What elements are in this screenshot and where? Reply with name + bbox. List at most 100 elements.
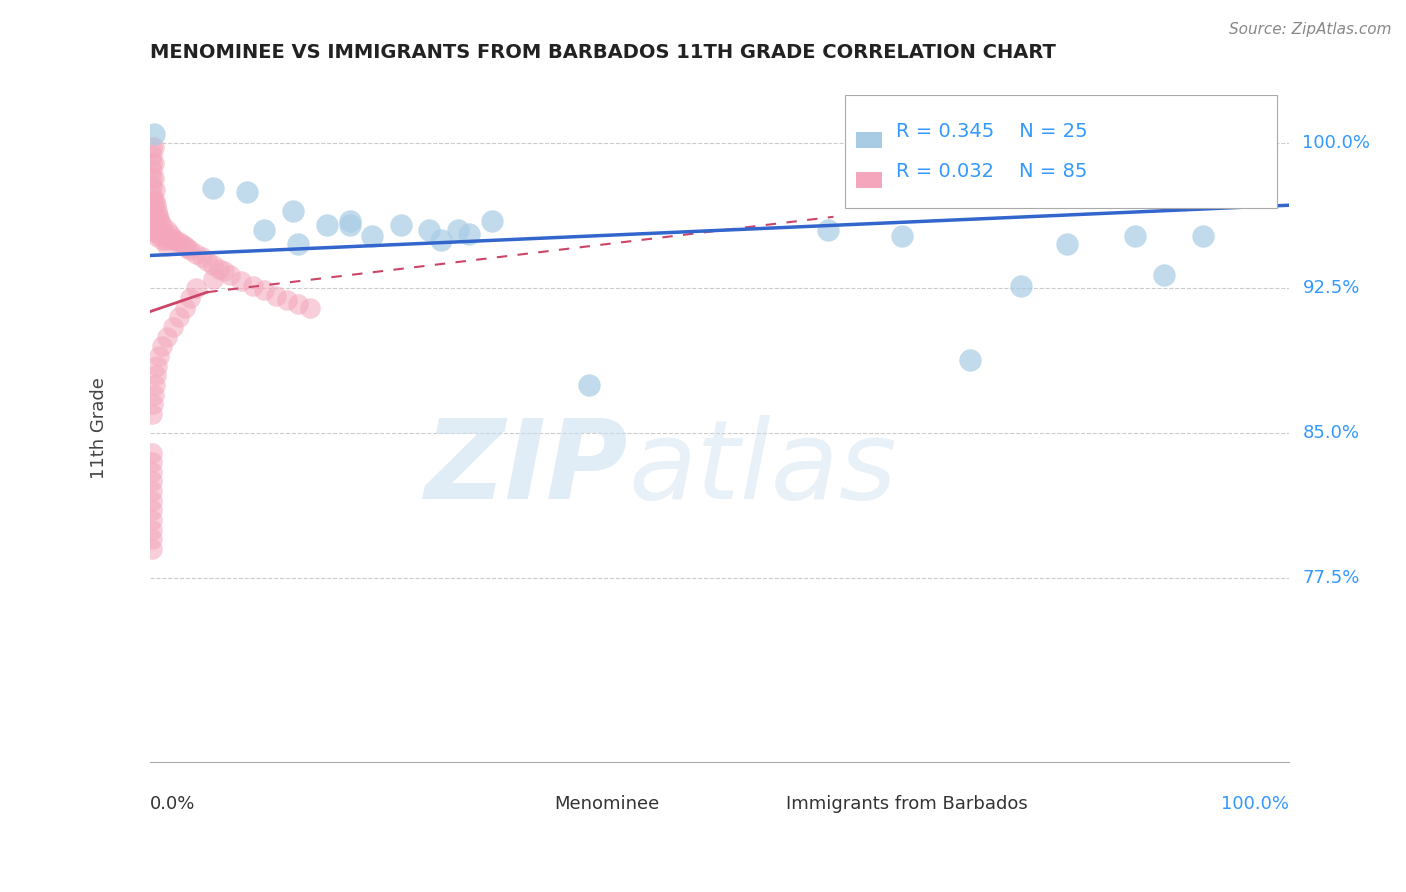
Point bbox=[142, 387, 165, 401]
Point bbox=[141, 445, 163, 459]
Point bbox=[458, 227, 481, 242]
Point bbox=[959, 352, 981, 367]
Point bbox=[287, 236, 309, 251]
Point bbox=[141, 178, 163, 193]
Point bbox=[287, 297, 309, 311]
Point bbox=[141, 407, 163, 421]
Point bbox=[143, 210, 166, 224]
Text: 85.0%: 85.0% bbox=[1302, 425, 1360, 442]
Point bbox=[141, 140, 163, 154]
Point bbox=[156, 223, 179, 237]
Text: MENOMINEE VS IMMIGRANTS FROM BARBADOS 11TH GRADE CORRELATION CHART: MENOMINEE VS IMMIGRANTS FROM BARBADOS 11… bbox=[150, 43, 1056, 62]
Point bbox=[142, 397, 165, 411]
Point bbox=[184, 281, 207, 295]
Point bbox=[142, 140, 165, 154]
Point bbox=[146, 204, 169, 219]
Point bbox=[145, 198, 167, 212]
Point bbox=[143, 194, 166, 209]
Point bbox=[264, 289, 287, 303]
Point bbox=[142, 155, 165, 169]
Point bbox=[195, 254, 218, 268]
Point bbox=[145, 229, 167, 244]
Point bbox=[176, 241, 198, 255]
Point bbox=[253, 283, 276, 297]
Point bbox=[148, 223, 170, 237]
Point bbox=[141, 155, 163, 169]
Point bbox=[146, 359, 169, 373]
Point bbox=[143, 225, 166, 239]
Point bbox=[190, 251, 212, 265]
Point bbox=[201, 181, 224, 195]
Point bbox=[145, 213, 167, 227]
Text: Menominee: Menominee bbox=[554, 796, 659, 814]
Point bbox=[339, 218, 361, 232]
Point bbox=[142, 127, 165, 141]
Point bbox=[242, 279, 264, 293]
Text: 77.5%: 77.5% bbox=[1302, 569, 1360, 587]
Point bbox=[150, 219, 173, 234]
Point bbox=[150, 233, 173, 247]
FancyBboxPatch shape bbox=[845, 95, 1278, 209]
Point bbox=[298, 301, 321, 315]
Point bbox=[141, 455, 163, 469]
Point bbox=[141, 465, 163, 479]
Point bbox=[1010, 279, 1032, 293]
Bar bbox=[748, 797, 776, 812]
Point bbox=[156, 239, 179, 253]
Point bbox=[890, 229, 912, 244]
Text: R = 0.345    N = 25: R = 0.345 N = 25 bbox=[896, 122, 1088, 141]
Point bbox=[141, 484, 163, 499]
Point bbox=[389, 218, 412, 232]
Text: Immigrants from Barbados: Immigrants from Barbados bbox=[786, 796, 1028, 814]
Point bbox=[153, 229, 176, 244]
Point bbox=[141, 186, 163, 201]
Point bbox=[201, 271, 224, 285]
Point bbox=[142, 210, 165, 224]
Point bbox=[141, 503, 163, 517]
Point bbox=[142, 202, 165, 216]
Point bbox=[162, 320, 184, 334]
Point bbox=[179, 243, 201, 257]
Point bbox=[141, 542, 163, 557]
Point bbox=[143, 183, 166, 197]
Point bbox=[152, 225, 174, 239]
Point bbox=[1056, 236, 1078, 251]
Point bbox=[236, 185, 259, 199]
Point bbox=[172, 236, 194, 251]
Point bbox=[165, 233, 187, 247]
Point bbox=[141, 523, 163, 537]
Point bbox=[167, 310, 190, 325]
Point bbox=[153, 233, 176, 247]
Point bbox=[156, 329, 179, 343]
Point bbox=[281, 204, 304, 219]
Bar bbox=[856, 132, 882, 148]
Text: 0.0%: 0.0% bbox=[150, 795, 195, 813]
Bar bbox=[515, 797, 543, 812]
Point bbox=[141, 533, 163, 547]
Point bbox=[578, 377, 600, 392]
Point bbox=[141, 148, 163, 162]
Point bbox=[148, 211, 170, 226]
Point bbox=[167, 235, 190, 249]
Point bbox=[1123, 229, 1146, 244]
Point bbox=[162, 231, 184, 245]
Point bbox=[201, 258, 224, 272]
Point bbox=[142, 218, 165, 232]
Point bbox=[418, 223, 440, 237]
Point bbox=[148, 227, 170, 242]
Point bbox=[253, 223, 276, 237]
Text: ZIP: ZIP bbox=[425, 415, 628, 522]
Point bbox=[145, 368, 167, 383]
Bar bbox=[856, 172, 882, 188]
Point bbox=[1153, 268, 1175, 282]
Point bbox=[142, 225, 165, 239]
Text: 92.5%: 92.5% bbox=[1302, 279, 1360, 297]
Point bbox=[160, 233, 183, 247]
Point bbox=[141, 493, 163, 508]
Text: 11th Grade: 11th Grade bbox=[90, 377, 108, 479]
Text: 100.0%: 100.0% bbox=[1220, 795, 1289, 813]
Point bbox=[315, 218, 337, 232]
Point bbox=[214, 264, 236, 278]
Point bbox=[361, 229, 384, 244]
Point bbox=[141, 513, 163, 527]
